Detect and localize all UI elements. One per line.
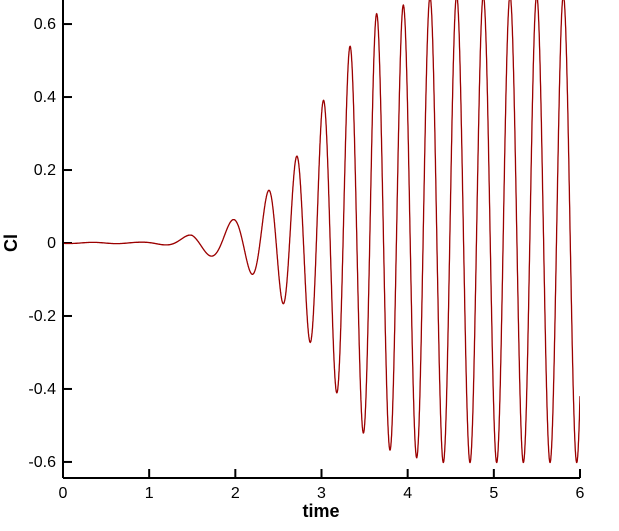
- x-tick-label: 3: [317, 485, 326, 502]
- x-axis-ticks: 0 1 2 3 4 5 6: [59, 469, 585, 502]
- x-tick-label: 2: [231, 485, 240, 502]
- x-axis-title: time: [302, 501, 339, 521]
- y-tick-label: -0.6: [28, 454, 56, 471]
- cl-time-series-line: [63, 0, 580, 464]
- y-tick-label: -0.2: [28, 308, 56, 325]
- x-tick-label: 6: [576, 485, 585, 502]
- y-tick-label: 0.4: [34, 89, 56, 106]
- y-tick-label: -0.4: [28, 381, 56, 398]
- y-axis-title: Cl: [1, 234, 21, 252]
- x-tick-label: 4: [403, 485, 412, 502]
- y-tick-label: 0.6: [34, 16, 56, 33]
- x-tick-label: 5: [489, 485, 498, 502]
- x-tick-label: 0: [59, 485, 68, 502]
- y-tick-label: 0: [47, 235, 56, 252]
- y-tick-label: 0.2: [34, 162, 56, 179]
- x-tick-label: 1: [145, 485, 154, 502]
- y-axis-ticks: -0.6 -0.4 -0.2 0 0.2 0.4 0.6: [28, 16, 72, 471]
